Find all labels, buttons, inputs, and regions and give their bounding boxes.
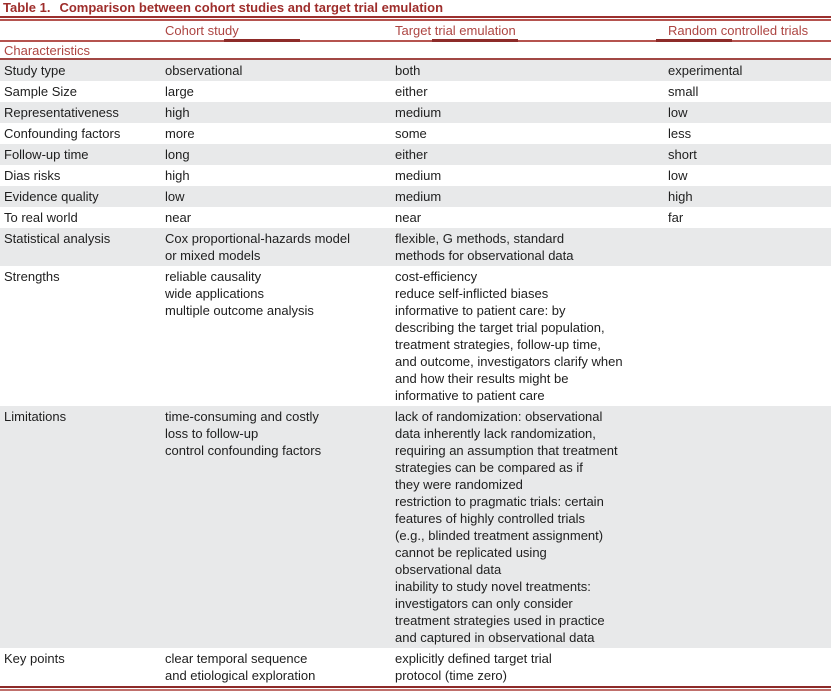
cell-cohort-study: more	[165, 126, 195, 141]
cell-random-controlled-trials: less	[668, 126, 692, 141]
cell-target-trial-emulation: near	[395, 210, 422, 225]
cell-random-controlled-trials	[664, 648, 831, 686]
table-number-label: Table 1.	[3, 0, 51, 15]
table-row-representativeness: Representativeness high medium low	[0, 102, 831, 123]
cell-random-controlled-trials	[664, 406, 831, 648]
cell-cohort-study: time-consuming and costly loss to follow…	[165, 409, 322, 458]
section-header-characteristics: Characteristics	[0, 42, 831, 60]
cell-random-controlled-trials: small	[668, 84, 699, 99]
table-row-limitations: Limitations time-consuming and costly lo…	[0, 406, 831, 648]
cell-random-controlled-trials: low	[668, 105, 688, 120]
row-label: Dias risks	[4, 168, 61, 183]
row-label: Study type	[4, 63, 66, 78]
row-label: Follow-up time	[4, 147, 89, 162]
row-label: Sample Size	[4, 84, 77, 99]
table-row-dias-risks: Dias risks high medium low	[0, 165, 831, 186]
table-row-sample-size: Sample Size large either small	[0, 81, 831, 102]
row-label: Strengths	[4, 269, 60, 284]
table-row-study-type: Study type observational both experiment…	[0, 60, 831, 81]
row-label: To real world	[4, 210, 78, 225]
row-label: Key points	[4, 651, 65, 666]
cell-target-trial-emulation: both	[395, 63, 421, 78]
header-rule-segment	[656, 39, 732, 42]
column-header-cohort-study: Cohort study	[165, 23, 239, 38]
table-row-follow-up-time: Follow-up time long either short	[0, 144, 831, 165]
cell-target-trial-emulation: either	[395, 84, 428, 99]
cell-cohort-study: low	[165, 189, 185, 204]
cell-random-controlled-trials: far	[668, 210, 684, 225]
column-header-random-controlled-trials: Random controlled trials	[668, 23, 809, 38]
cell-cohort-study: high	[165, 168, 190, 183]
cell-target-trial-emulation: cost-efficiency reduce self-inflicted bi…	[395, 269, 623, 403]
header-rule	[0, 39, 831, 42]
cell-target-trial-emulation: either	[395, 147, 428, 162]
column-header-row: Cohort study Target trial emulation Rand…	[0, 21, 831, 40]
cell-target-trial-emulation: flexible, G methods, standard methods fo…	[395, 231, 574, 263]
table-row-statistical-analysis: Statistical analysis Cox proportional-ha…	[0, 228, 831, 266]
row-label: Representativeness	[4, 105, 119, 120]
cell-cohort-study: long	[165, 147, 190, 162]
cell-cohort-study: near	[165, 210, 192, 225]
cell-random-controlled-trials: low	[668, 168, 688, 183]
cell-random-controlled-trials: experimental	[668, 63, 743, 78]
table-row-confounding-factors: Confounding factors more some less	[0, 123, 831, 144]
cell-target-trial-emulation: medium	[395, 168, 442, 183]
cell-target-trial-emulation: medium	[395, 105, 442, 120]
cell-random-controlled-trials	[664, 266, 831, 406]
table-body: Study type observational both experiment…	[0, 60, 831, 686]
table-row-evidence-quality: Evidence quality low medium high	[0, 186, 831, 207]
table-row-key-points: Key points clear temporal sequence and e…	[0, 648, 831, 686]
column-header-target-trial-emulation: Target trial emulation	[395, 23, 516, 38]
column-header-blank	[0, 21, 161, 40]
cell-cohort-study: observational	[165, 63, 243, 78]
cell-cohort-study: large	[165, 84, 194, 99]
row-label: Statistical analysis	[4, 231, 111, 246]
top-double-rule	[0, 16, 831, 21]
cell-target-trial-emulation: lack of randomization: observational dat…	[395, 409, 618, 645]
bottom-double-rule	[0, 686, 831, 691]
header-rule-segment	[432, 39, 518, 42]
cell-cohort-study: reliable causality wide applications mul…	[165, 269, 314, 318]
table-title: Table 1. Comparison between cohort studie…	[0, 0, 831, 16]
cell-cohort-study: Cox proportional-hazards model or mixed …	[165, 231, 350, 263]
row-label: Confounding factors	[4, 126, 121, 141]
row-label: Evidence quality	[4, 189, 99, 204]
cell-random-controlled-trials: short	[668, 147, 697, 162]
cell-target-trial-emulation: explicitly defined target trial protocol…	[395, 651, 552, 683]
header-rule-segment	[224, 39, 300, 42]
cell-random-controlled-trials	[664, 228, 831, 266]
cell-cohort-study: clear temporal sequence and etiological …	[165, 651, 316, 683]
cell-cohort-study: high	[165, 105, 190, 120]
table-row-strengths: Strengths reliable causality wide applic…	[0, 266, 831, 406]
cell-target-trial-emulation: medium	[395, 189, 442, 204]
cell-random-controlled-trials: high	[668, 189, 693, 204]
table-row-to-real-world: To real world near near far	[0, 207, 831, 228]
row-label: Limitations	[4, 409, 67, 424]
table-title-text: Comparison between cohort studies and ta…	[59, 0, 444, 15]
cell-target-trial-emulation: some	[395, 126, 427, 141]
